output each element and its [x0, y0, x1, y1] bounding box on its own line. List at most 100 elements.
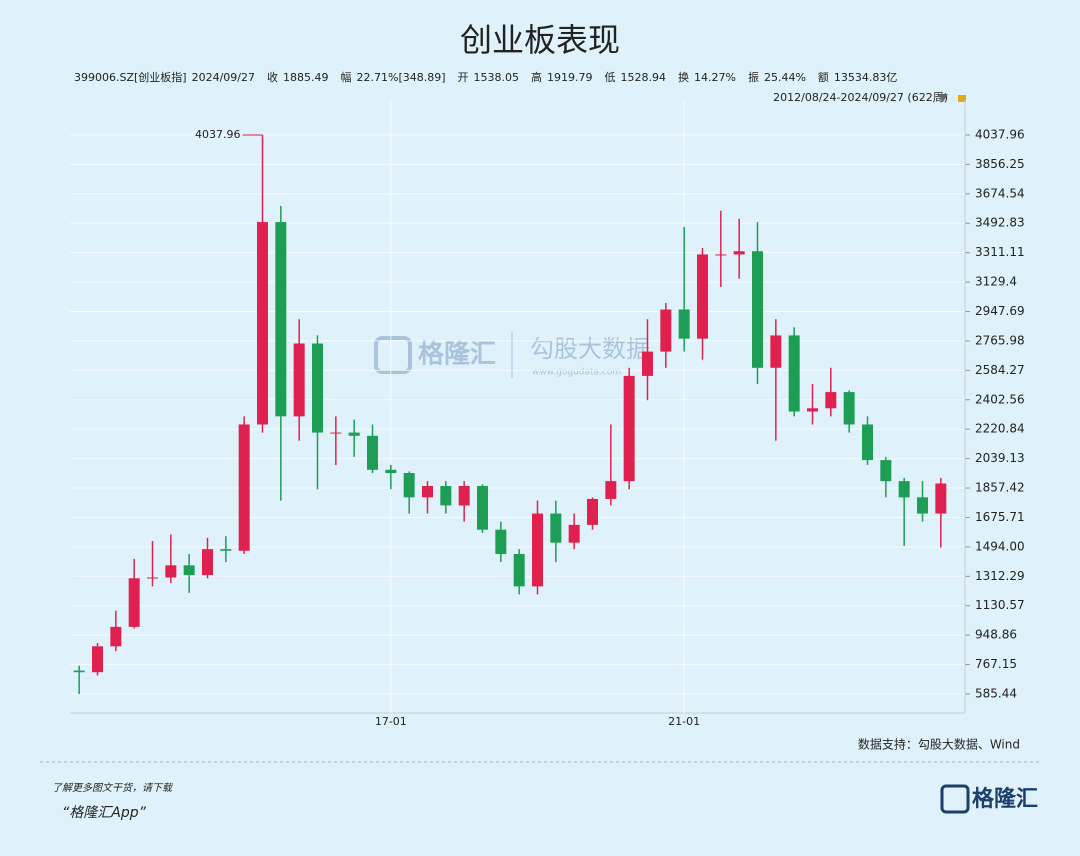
header-value: 1528.94 [621, 71, 667, 84]
y-tick-label: 1675.71 [975, 510, 1025, 524]
candle-body [880, 460, 892, 482]
footer-line1: 了解更多图文干货，请下载 [52, 782, 174, 794]
range-label: 2012/08/24-2024/09/27 (622周) [773, 91, 948, 104]
y-tick-label: 1130.57 [975, 598, 1025, 612]
x-tick-label: 17-01 [375, 715, 407, 728]
candle-body [605, 481, 617, 499]
y-tick-label: 585.44 [975, 686, 1017, 700]
watermark-icon [374, 336, 412, 374]
candle-body [843, 392, 855, 425]
y-tick-label: 2039.13 [975, 451, 1025, 465]
watermark-text: 格隆汇 [418, 339, 496, 370]
candle-body [202, 549, 213, 576]
candle-body [458, 485, 470, 506]
watermark-text: 勾股大数据 [530, 335, 650, 363]
x-tick-label: 21-01 [668, 715, 700, 728]
candle-body [550, 513, 562, 543]
header-label: 开 [458, 71, 469, 84]
lock-icon [958, 95, 966, 102]
watermark-url: www.gogudata.com [532, 368, 621, 378]
header-value: 25.44% [764, 71, 806, 84]
candle-body [495, 529, 507, 555]
candle-body [623, 375, 635, 482]
candle-body [862, 424, 873, 461]
header-label: 399006.SZ[创业板指] [74, 70, 187, 84]
logo-icon [940, 784, 970, 814]
y-tick-label: 767.15 [975, 657, 1017, 671]
candle-body [293, 343, 305, 417]
candle-body [165, 565, 177, 578]
header-value: 22.71%[348.89] [357, 71, 446, 84]
candle-body [825, 392, 837, 409]
peak-label: 4037.96 [195, 128, 241, 141]
header-value: 1919.79 [547, 71, 593, 84]
header-value: 2024/09/27 [192, 71, 255, 84]
candle-body [568, 524, 580, 543]
y-tick-label: 2584.27 [975, 363, 1025, 377]
candle-body [275, 222, 287, 417]
candle-body [807, 408, 818, 412]
dropdown-icon [938, 94, 948, 102]
candle-body [110, 626, 122, 647]
candle-body [422, 485, 433, 498]
y-tick-label: 3674.54 [975, 186, 1025, 200]
y-tick-label: 4037.96 [975, 127, 1025, 141]
footer-line2: “格隆汇App” [62, 805, 147, 821]
watermark: 格隆汇 勾股大数据 www.gogudata.com [374, 332, 650, 378]
source: 数据支持：勾股大数据、Wind [858, 737, 1020, 752]
candle-body [92, 646, 103, 673]
y-tick-label: 2220.84 [975, 422, 1025, 436]
header-value: 14.27% [694, 71, 736, 84]
candle-body [917, 497, 928, 514]
candle-body [770, 335, 782, 368]
candle-body [788, 335, 800, 412]
candle-body [752, 251, 763, 368]
header-label: 高 [531, 70, 542, 84]
candle-body [440, 485, 452, 506]
candle-body [642, 351, 653, 376]
candle-body [697, 254, 708, 339]
y-tick-label: 3311.11 [975, 245, 1025, 259]
y-tick-label: 1312.29 [975, 569, 1025, 583]
header-label: 换 [678, 70, 689, 84]
header-label: 振 [748, 70, 759, 84]
y-tick-label: 3856.25 [975, 157, 1025, 171]
y-tick-label: 1857.42 [975, 481, 1025, 495]
candle-body [330, 432, 342, 434]
candle-body [715, 254, 727, 256]
candle-body [403, 473, 415, 498]
header-label: 额 [818, 71, 829, 84]
candle-body [147, 577, 158, 579]
y-tick-label: 3492.83 [975, 216, 1025, 230]
candle-body [660, 309, 672, 352]
y-tick-label: 2765.98 [975, 333, 1025, 347]
candle-body [733, 251, 745, 255]
candle-body [385, 469, 397, 474]
candle-body [532, 513, 543, 587]
candle-body [678, 309, 690, 339]
candle-body [348, 432, 360, 436]
candle-body [257, 222, 268, 425]
header-value: 1885.49 [283, 71, 329, 84]
logo-text: 格隆汇 [972, 786, 1038, 812]
header-label: 低 [605, 71, 616, 84]
y-tick-label: 2402.56 [975, 392, 1025, 406]
header-label: 收 [267, 70, 278, 84]
y-tick-label: 2947.69 [975, 304, 1025, 318]
header-value: 13534.83亿 [834, 71, 898, 84]
candle-body [935, 483, 947, 514]
candle-body [128, 578, 140, 627]
candle-body [477, 485, 488, 530]
header-label: 幅 [341, 71, 352, 84]
y-tick-label: 948.86 [975, 628, 1017, 642]
header-value: 1538.05 [474, 71, 520, 84]
candle-body [238, 424, 250, 551]
candle-body [898, 481, 910, 498]
candle-body [513, 554, 525, 587]
candle-body [367, 435, 378, 470]
chart-title: 创业板表现 [460, 21, 620, 59]
candle-body [587, 498, 598, 525]
candle-body [183, 565, 195, 576]
candle-body [220, 549, 232, 551]
